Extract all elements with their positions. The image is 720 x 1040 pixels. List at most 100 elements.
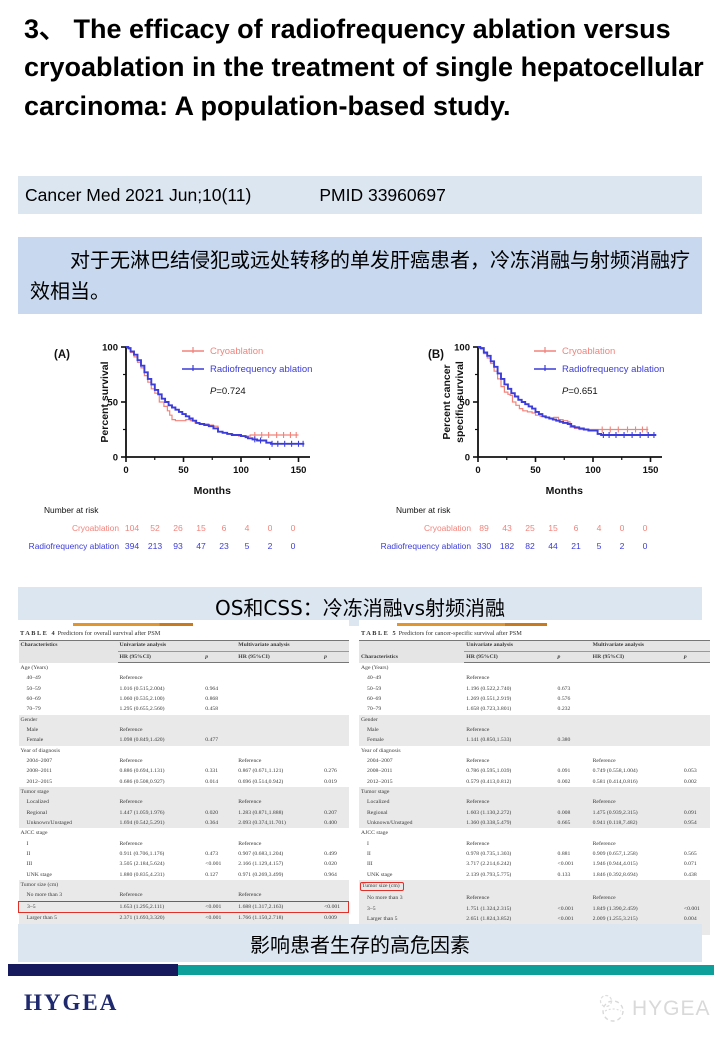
km-chart-overall-survival: 0 50 100 0 50 100 150 (A) Percent survival Cryoab… — [14, 332, 359, 572]
table-cell: 1.475 (0.939,2.315) — [592, 809, 638, 816]
risk-value: 5 — [597, 541, 602, 551]
table-cell: Unknown/Unstaged — [367, 819, 413, 826]
table-cell: 1.946 (0.944,4.015) — [592, 861, 638, 868]
table-cell: 1.283 (0.871,1.888) — [238, 809, 284, 816]
table-cell: 3–5 — [367, 905, 376, 912]
table-cell: 0.971 (0.269,3.499) — [238, 871, 284, 878]
table-cell: 2012–2015 — [26, 778, 53, 785]
table-cell: Localized — [26, 799, 49, 806]
table-cell: 0.014 — [205, 778, 219, 785]
table-cancer-specific-survival: TABLE 5 Predictors for cancer-specific s… — [359, 620, 710, 935]
table-cell: <0.001 — [557, 861, 574, 868]
table-cell: Reference — [119, 799, 143, 806]
table-row: I Reference Reference — [359, 839, 710, 849]
table-cell — [682, 756, 710, 766]
table-cell — [236, 735, 322, 745]
table-row: 60–69 1.269 (0.551,2.919) 0.576 — [359, 694, 710, 704]
risk-value: 43 — [502, 523, 512, 533]
table-row: 50–59 1.016 (0.515,2.004) 0.964 — [19, 684, 349, 694]
number-at-risk-label: Number at risk — [396, 505, 451, 515]
table-cell: Female — [26, 737, 44, 744]
table-row: 3–5 1.751 (1.324,2.315) <0.001 1.849 (1.390… — [359, 903, 710, 915]
table-cell — [236, 704, 322, 714]
table-cell — [203, 756, 236, 766]
risk-row-label: Radiofrequency ablation — [29, 541, 120, 551]
table-cell: Reference — [238, 799, 262, 806]
table-row: Unknown/Unstaged 1.360 (0.338,5.479) 0.665… — [359, 818, 710, 829]
risk-value: 0 — [643, 523, 648, 533]
p-value: P=0.651 — [562, 386, 598, 397]
table-cell: 0.458 — [205, 706, 219, 713]
table-cell: 0.868 — [205, 696, 219, 703]
table-cell: 0.400 — [324, 819, 337, 826]
group-label-cell: Tumor size (cm) — [359, 880, 710, 893]
risk-value: 0 — [291, 523, 296, 533]
page-title: 3、 The efficacy of radiofrequency ablati… — [24, 14, 704, 121]
risk-value: 6 — [222, 523, 227, 533]
legend-entry: Radiofrequency ablation — [210, 364, 312, 375]
table-cell: 0.331 — [205, 768, 219, 775]
table-cell: Reference — [592, 758, 616, 764]
column-header-characteristics: Characteristics — [18, 639, 118, 663]
group-label-cell: Tumor size (cm) — [20, 881, 59, 888]
table-cell: Localized — [367, 799, 390, 806]
section-label-os-css: OS和CSS：冷冻消融vs射频消融 — [18, 587, 702, 626]
table-cell: 70–79 — [26, 706, 41, 713]
table-cell — [591, 694, 682, 704]
table-cell — [322, 797, 348, 807]
y-tick-label: 100 — [454, 343, 470, 354]
table-cell: 1.016 (0.515,2.004) — [119, 685, 165, 692]
table-caption: TABLE 5 Predictors for cancer-specific s… — [361, 630, 710, 637]
column-header-hr: HR (95%CI) — [117, 651, 204, 664]
table-cell: Reference — [238, 840, 262, 847]
table-cell: 0.438 — [683, 871, 697, 878]
table-cell: 50–59 — [26, 685, 41, 692]
table-cell: 1.060 (0.535,2.100) — [119, 696, 165, 703]
table-cell: Larger than 5 — [26, 914, 58, 921]
table-cell: Reference — [238, 892, 262, 899]
table-cell: Reference — [119, 727, 143, 734]
summary-box: 对于无淋巴结侵犯或远处转移的单发肝癌患者，冷冻消融与射频消融疗效相当。 — [18, 237, 702, 314]
table-cell: III — [26, 861, 33, 868]
table-row: II 0.911 (0.706,1.176) 0.473 0.907 (0.683,1… — [19, 849, 349, 859]
table-cell — [236, 725, 322, 735]
table-row: 2004–2007 Reference Reference — [19, 756, 349, 766]
table-row: Localized Reference Reference — [18, 797, 349, 808]
group-label-row: Tumor size (cm) — [359, 880, 710, 894]
table-row: 70–79 1.295 (0.655,2.560) 0.458 — [19, 704, 349, 714]
risk-row-label: Cryoablation — [424, 523, 471, 533]
table-cell: 0.002 — [683, 778, 697, 785]
table-cell: 1.846 (0.392,8.694) — [592, 871, 638, 878]
risk-value: 213 — [148, 541, 163, 551]
table-cell: 2.093 (0.374,11.701) — [238, 819, 286, 826]
table-cell: 2.166 (1.129,4.157) — [238, 861, 284, 868]
pmid: PMID 33960697 — [319, 184, 446, 205]
table-cell: 0.576 — [557, 696, 571, 703]
table-cell: 0.954 — [683, 819, 697, 826]
table-cell: 70–79 — [367, 706, 382, 713]
table-cell — [591, 725, 682, 735]
table-row: Female 1.098 (0.849,1.420) 0.477 — [18, 735, 349, 746]
table-cell: Reference — [119, 758, 143, 764]
table-cell: 0.133 — [557, 871, 571, 878]
table-cell — [322, 735, 348, 745]
risk-value: 2 — [268, 541, 273, 551]
column-header-p: p — [681, 651, 710, 664]
table-caption-text: Predictors for overall survival after PS… — [56, 629, 161, 637]
table-cell: 0.909 (0.657,1.258) — [592, 850, 638, 857]
table-cell: 2004–2007 — [367, 758, 393, 764]
table-cell: 2012–2015 — [367, 778, 393, 785]
x-tick-label: 100 — [233, 465, 249, 476]
hygea-watermark-text: HYGEA — [632, 997, 711, 1020]
table-row: 50–59 1.196 (0.522,2.740) 0.673 — [359, 684, 710, 694]
table-cell: Reference — [466, 727, 490, 734]
table-cell — [236, 694, 322, 704]
table-cell — [682, 839, 710, 849]
table-row: Larger than 5 2.371 (1.693,3.320) <0.001 1.… — [18, 912, 349, 924]
table-cell: Reference — [119, 675, 143, 682]
table-cell: 1.766 (1.150,2.718) — [238, 914, 284, 921]
column-header-hr: HR (95%CI) — [236, 651, 323, 664]
